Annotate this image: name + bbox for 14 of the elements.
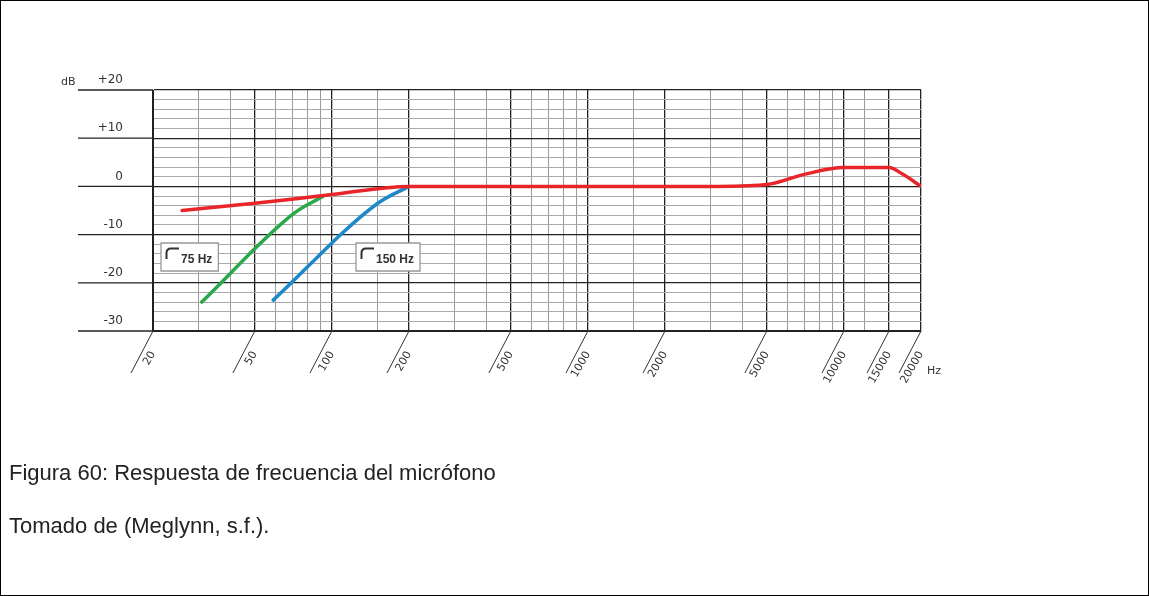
text: Tomado de (Meglynn, s.f.). (9, 513, 270, 539)
x-tick-label: 50 (241, 348, 260, 368)
y-tick-label: -10 (103, 216, 123, 231)
y-axis-title: dB (61, 75, 76, 89)
annotation: 75 Hz (181, 252, 213, 267)
y-tick-label: +10 (97, 120, 123, 135)
y-tick-label: 0 (115, 168, 123, 183)
x-tick-label: 20 (139, 348, 159, 368)
y-tick-label: -30 (103, 313, 123, 328)
y-tick-label: -20 (103, 264, 123, 279)
text: Figura 60: Respuesta de frecuencia del micrófono (9, 460, 496, 486)
annotation: 150 Hz (376, 252, 415, 267)
x-axis-title: Hz (927, 363, 942, 377)
y-tick-label: +20 (97, 72, 123, 87)
